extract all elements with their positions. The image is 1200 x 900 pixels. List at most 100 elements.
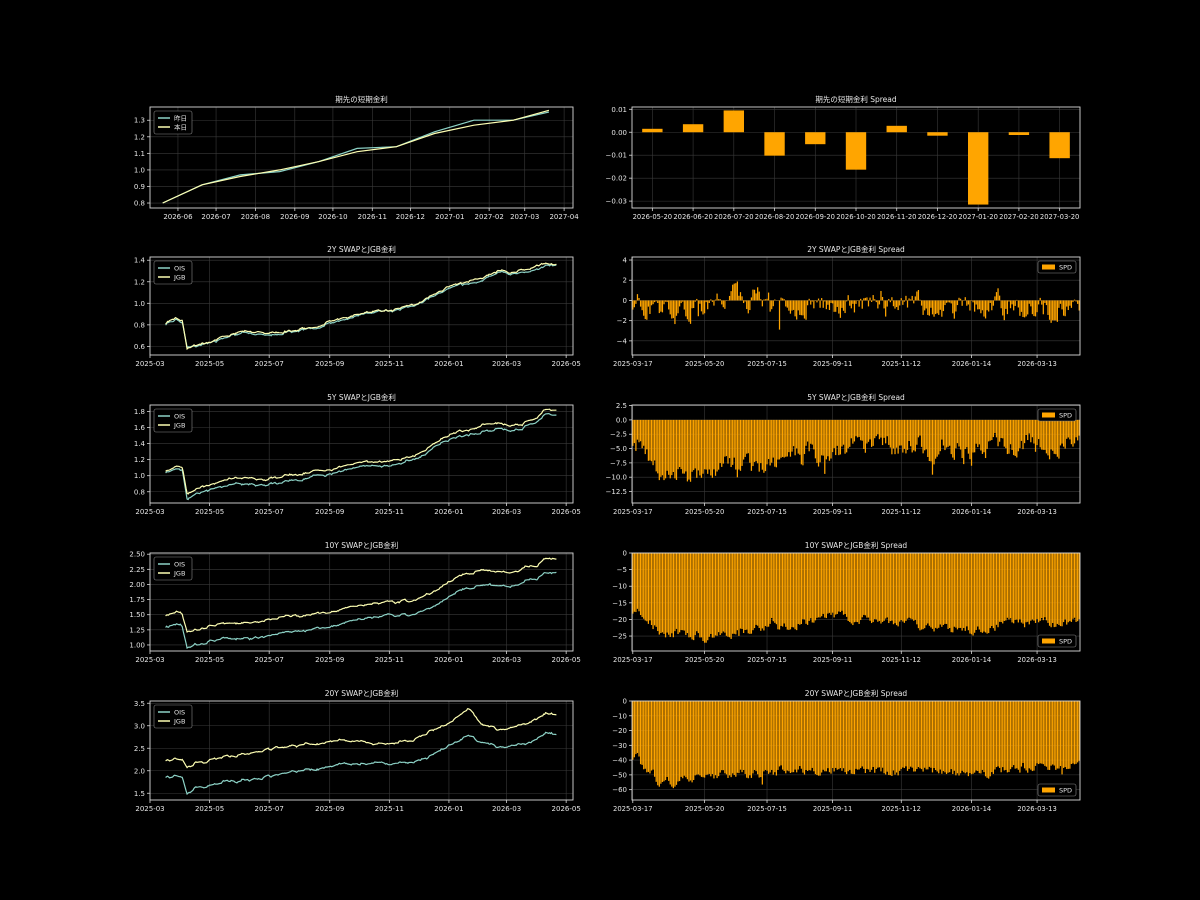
bar (1072, 553, 1074, 619)
bar (1053, 701, 1055, 766)
bar (878, 553, 881, 621)
bar (892, 300, 895, 307)
bar (683, 300, 685, 310)
x-tick-label: 2026-05-20 (633, 213, 673, 221)
bar (924, 553, 926, 629)
bar (697, 553, 699, 634)
bar (947, 553, 949, 629)
bar (1062, 553, 1065, 623)
bar (643, 300, 645, 316)
bar (686, 419, 689, 482)
bar (1023, 553, 1026, 628)
x-tick-label: 2025-03-17 (613, 508, 653, 516)
bar (1020, 300, 1023, 312)
bar (672, 419, 674, 472)
bar (1038, 701, 1040, 765)
y-tick-label: 0 (623, 550, 627, 558)
bar (660, 553, 662, 634)
bar (861, 300, 863, 309)
bar (872, 553, 874, 623)
x-tick-label: 2027-03-20 (1040, 213, 1080, 221)
bar (955, 701, 957, 776)
bar (903, 300, 906, 302)
plot-area (632, 257, 1080, 355)
bar (739, 419, 742, 471)
bar (883, 419, 885, 438)
bar (1016, 419, 1018, 458)
bar (1009, 701, 1012, 770)
bar (875, 300, 877, 303)
bar (852, 553, 854, 626)
bar (632, 553, 634, 614)
bar (916, 291, 918, 301)
bar (830, 419, 832, 459)
bar (1059, 419, 1062, 446)
bar (980, 419, 982, 451)
bar (881, 296, 884, 301)
bar (749, 300, 751, 311)
bar (850, 553, 852, 624)
bar (860, 419, 862, 441)
bar (697, 419, 699, 471)
bar (771, 300, 773, 310)
bar (780, 419, 782, 458)
bar (688, 553, 690, 638)
bar (652, 300, 654, 305)
bar (638, 553, 640, 612)
x-tick-label: 2026-05 (552, 805, 581, 813)
bar (1008, 553, 1010, 620)
bar (1052, 553, 1054, 624)
bar (1042, 553, 1044, 621)
bar (1067, 701, 1069, 769)
y-tick-label: 1.3 (134, 117, 145, 125)
bar (931, 553, 934, 629)
bar (958, 297, 960, 301)
bar (955, 300, 957, 312)
bar (1020, 553, 1023, 623)
bar (886, 300, 888, 307)
chart-swap-5y-spread: 5Y SWAPとJGB金利 Spread 2.5 0.0 −2.5 −5.0 −7.5 −1… (606, 392, 1081, 516)
bar (945, 419, 948, 448)
bar (799, 553, 801, 625)
bar (764, 553, 767, 627)
bar (672, 553, 674, 638)
bar (956, 553, 959, 630)
bar (797, 553, 799, 624)
bar (641, 419, 643, 449)
bar (732, 553, 734, 634)
bar (1062, 300, 1065, 316)
bar (813, 701, 815, 772)
x-tick-label: 2026-10-20 (836, 213, 876, 221)
bar (989, 300, 991, 303)
bar (1034, 701, 1037, 766)
bar (794, 701, 796, 770)
x-tick-label: 2025-05-20 (685, 805, 725, 813)
bar (894, 553, 896, 624)
bar (1077, 300, 1079, 304)
bar (750, 419, 753, 471)
bar (721, 419, 723, 467)
bar (1066, 300, 1068, 307)
x-tick-label: 2025-03-17 (613, 805, 653, 813)
bar (707, 553, 709, 641)
bar (963, 701, 965, 773)
bar (738, 553, 740, 636)
bar (1047, 701, 1049, 770)
bar (1045, 419, 1048, 454)
bar (789, 419, 792, 457)
bar (903, 701, 906, 769)
bar (908, 298, 910, 301)
bar (1050, 419, 1052, 450)
bar (672, 701, 674, 789)
bar (761, 553, 763, 629)
bar (655, 300, 657, 302)
y-tick-label: 0 (623, 698, 627, 706)
bar (1058, 419, 1060, 459)
bar (934, 419, 937, 459)
bar (750, 297, 753, 301)
bar (789, 553, 792, 630)
bar (744, 300, 746, 302)
bar (944, 701, 946, 773)
bar (668, 701, 670, 781)
